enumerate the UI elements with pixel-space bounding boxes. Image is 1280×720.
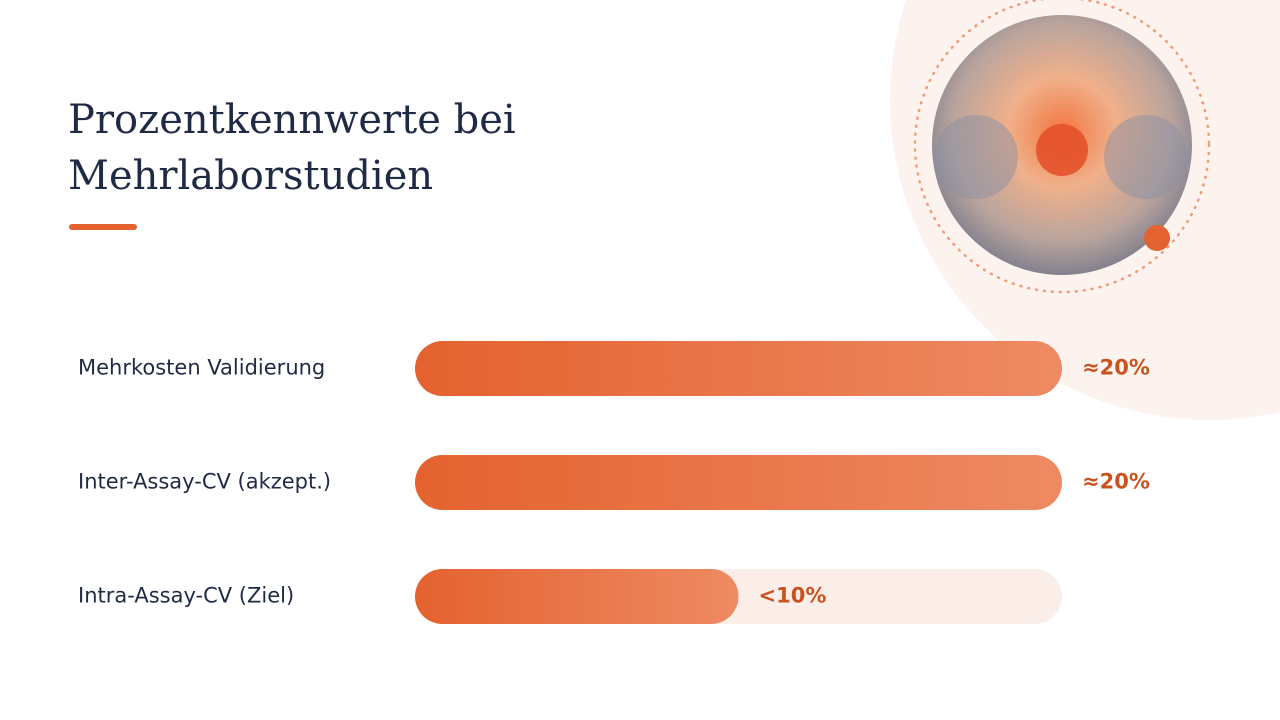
chart-title: Prozentkennwerte bei Mehrlaborstudien bbox=[68, 97, 516, 199]
bar bbox=[415, 569, 739, 624]
value-label: ≈20% bbox=[1082, 356, 1150, 380]
value-label: <10% bbox=[759, 584, 827, 608]
dotted-ring bbox=[913, 0, 1211, 294]
category-label: Intra-Assay-CV (Ziel) bbox=[78, 584, 294, 608]
bar bbox=[415, 455, 1062, 510]
accent-dot bbox=[1144, 225, 1170, 251]
value-label: ≈20% bbox=[1082, 470, 1150, 494]
image-detail bbox=[1036, 124, 1088, 176]
bar bbox=[415, 341, 1062, 396]
title-accent bbox=[69, 224, 137, 230]
category-label: Inter-Assay-CV (akzept.) bbox=[78, 470, 331, 494]
image-detail bbox=[1104, 115, 1188, 199]
category-label: Mehrkosten Validierung bbox=[78, 356, 325, 380]
image-detail bbox=[934, 115, 1018, 199]
